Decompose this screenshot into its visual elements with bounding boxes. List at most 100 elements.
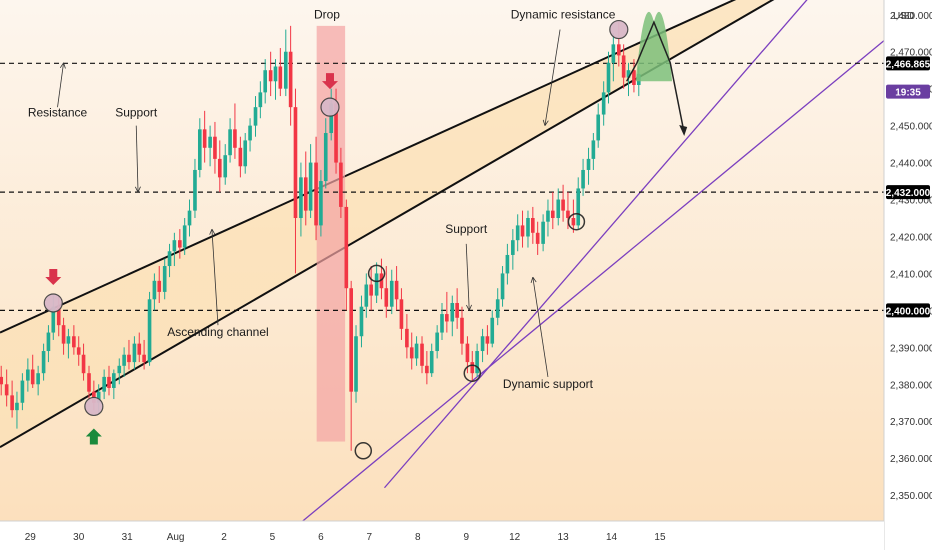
candle-body	[535, 232, 540, 244]
candle-body	[414, 343, 419, 359]
dynamic-support-line[interactable]	[302, 40, 885, 522]
candle-body	[435, 332, 439, 352]
candle-body	[571, 218, 576, 226]
candle-body	[0, 376, 4, 385]
candle-body	[51, 306, 56, 333]
candle-body	[172, 240, 177, 252]
swing-point-arc	[354, 442, 373, 460]
candle-body	[187, 210, 192, 226]
x-tick-label: 15	[654, 532, 666, 543]
candle-body	[515, 225, 520, 241]
currency-label: USD	[893, 11, 914, 22]
candle-body	[586, 158, 591, 170]
candle-body	[546, 210, 550, 222]
candle-body	[238, 147, 243, 167]
candle-body	[258, 92, 263, 108]
channel-lower-line[interactable]	[0, 0, 823, 448]
candle-body	[334, 103, 338, 163]
x-axis-ticks: 29 30 31 Aug 2 5 6 7 8 9 12 13 14 15	[25, 532, 666, 543]
channel-layer	[0, 0, 885, 522]
candle-body	[364, 284, 369, 307]
candle-body	[283, 51, 288, 89]
candle-body	[81, 354, 86, 374]
candle-body	[475, 351, 479, 374]
annotation-arrow-line	[135, 125, 139, 193]
annotation-arrow-line	[57, 62, 64, 108]
candle-body	[253, 107, 258, 126]
candle-body	[374, 273, 379, 296]
candle-body	[10, 395, 14, 411]
y-tick-label: 2,350.000	[890, 491, 932, 502]
candle-body	[228, 129, 232, 156]
price-tag-badge	[886, 56, 930, 71]
y-tick-label: 2,420.000	[890, 232, 932, 243]
candle-body	[450, 302, 455, 322]
time-axis-panel[interactable]	[0, 521, 884, 550]
candle-body	[445, 314, 449, 322]
candle-body	[323, 133, 328, 182]
candle-body	[87, 373, 91, 392]
annotation-label: Support	[115, 105, 158, 119]
candle-body	[208, 136, 212, 148]
x-tick-label: 8	[415, 532, 421, 543]
candle-body	[379, 273, 384, 289]
candle-body	[233, 129, 237, 148]
candle-body	[319, 181, 323, 226]
candle-body	[405, 328, 409, 348]
head-pattern-shape	[635, 11, 673, 82]
y-tick-label: 2,440.000	[890, 159, 932, 170]
candle-body	[440, 314, 444, 333]
x-tick-label: 13	[558, 532, 570, 543]
candle-body	[556, 199, 561, 219]
candle-body	[576, 188, 581, 226]
candle-body	[142, 354, 146, 363]
candle-body	[132, 343, 137, 363]
candle-body	[616, 44, 621, 56]
candle-body	[470, 362, 475, 374]
swing-point-arc	[567, 212, 586, 231]
candle-body	[329, 103, 334, 134]
candle-body	[4, 384, 9, 396]
candle-body	[122, 354, 126, 366]
candle-body	[202, 129, 207, 148]
candle-body	[15, 402, 19, 411]
candle-body	[394, 280, 399, 300]
candle-body	[193, 169, 197, 211]
candle-body	[41, 351, 46, 374]
annotation-label: Support	[445, 222, 488, 236]
annotation-label: Resistance	[28, 105, 88, 119]
candle-body	[606, 62, 611, 93]
candle-body	[369, 284, 373, 296]
candle-body	[409, 347, 414, 359]
candle-body	[596, 114, 601, 141]
channel-upper-line[interactable]	[0, 0, 823, 334]
annotation-label: Dynamic support	[503, 377, 594, 391]
candle-body	[531, 218, 535, 233]
touch-point-circle	[43, 293, 63, 313]
projection-path	[626, 20, 685, 134]
candle-body	[601, 92, 606, 115]
annotation-arrowhead-icon	[542, 119, 549, 126]
candle-body	[359, 306, 364, 337]
candle-body	[273, 66, 278, 82]
down-arrow-icon	[45, 268, 62, 285]
candle-body	[566, 210, 570, 219]
candle-body	[147, 299, 152, 363]
candle-body	[465, 343, 470, 363]
candle-body	[117, 365, 122, 374]
candle-body	[36, 373, 40, 385]
candle-body	[299, 177, 303, 219]
x-tick-label: 6	[318, 532, 324, 543]
candle-body	[66, 336, 71, 344]
annotation-label: Ascending channel	[167, 325, 268, 339]
y-tick-label: 2,430.000	[890, 196, 932, 207]
candle-body	[591, 140, 596, 159]
candle-body	[485, 336, 490, 344]
candle-body	[314, 162, 318, 226]
candle-body	[526, 218, 530, 237]
dynamic-resistance-line[interactable]	[383, 0, 835, 489]
candle-body	[611, 44, 616, 63]
y-tick-label: 2,410.000	[890, 269, 932, 280]
